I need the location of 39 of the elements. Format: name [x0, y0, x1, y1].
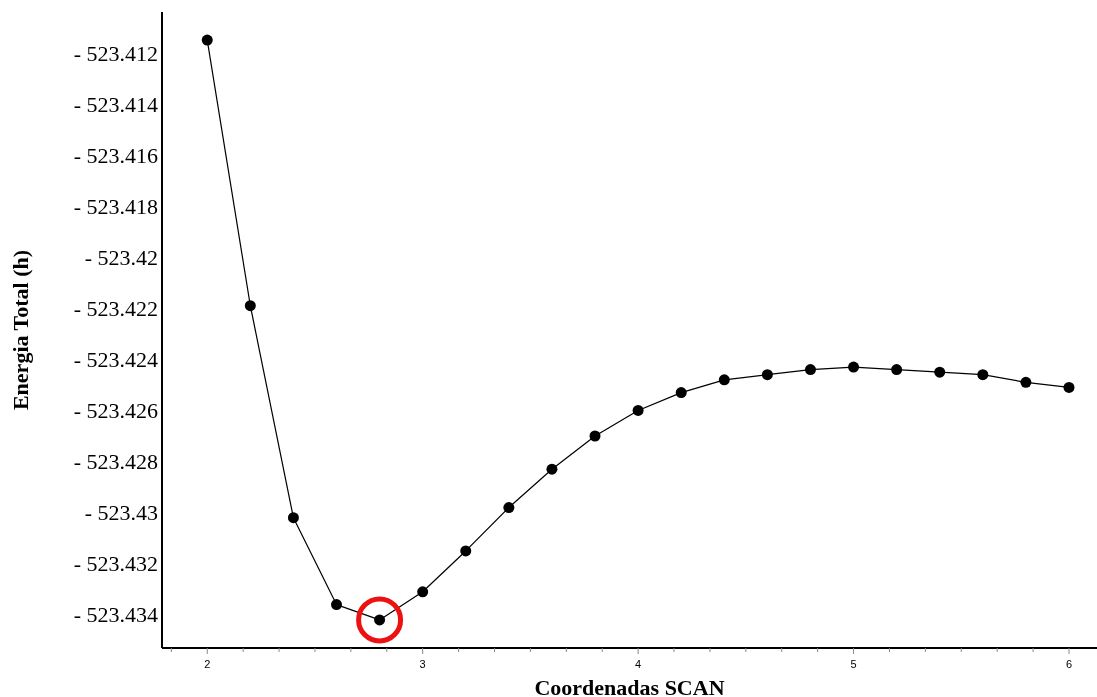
x-tick-label: 6	[1065, 658, 1073, 670]
x-axis-title: Coordenadas SCAN	[534, 675, 725, 697]
y-tick-label: - 523.418	[73, 193, 158, 219]
x-tick-label: 5	[850, 658, 857, 670]
y-tick-label: - 523.426	[73, 398, 158, 424]
point	[417, 586, 429, 598]
y-tick-label: - 523.42	[84, 244, 158, 270]
x-tick-label: 2	[204, 658, 211, 670]
point	[891, 364, 903, 376]
point	[632, 404, 644, 416]
point	[761, 369, 773, 381]
x-tick-label: 3	[419, 658, 426, 670]
point	[244, 300, 256, 312]
y-tick-label: - 523.416	[73, 142, 158, 168]
point	[503, 502, 515, 514]
y-tick-label: - 523.432	[73, 551, 158, 577]
point	[287, 512, 299, 524]
point	[331, 599, 343, 611]
point	[675, 387, 687, 399]
y-tick-label: - 523.422	[73, 295, 158, 321]
point	[718, 374, 730, 386]
point	[804, 364, 816, 376]
y-tick-label: - 523.428	[73, 449, 158, 475]
y-tick-label: - 523.414	[73, 91, 158, 117]
point	[460, 545, 472, 557]
point	[934, 366, 946, 378]
point	[977, 369, 989, 381]
point	[546, 463, 558, 475]
point	[589, 430, 601, 442]
point	[201, 34, 213, 46]
point	[1020, 376, 1032, 388]
y-tick-label: - 523.43	[84, 500, 158, 526]
y-tick-label: - 523.434	[73, 602, 158, 628]
point	[1063, 381, 1075, 393]
x-tick-label: 4	[635, 658, 642, 670]
point	[848, 361, 860, 373]
y-axis-title: Energia Total (h)	[8, 249, 33, 411]
y-tick-label: - 523.424	[73, 347, 158, 373]
y-tick-label: - 523.412	[73, 40, 158, 66]
